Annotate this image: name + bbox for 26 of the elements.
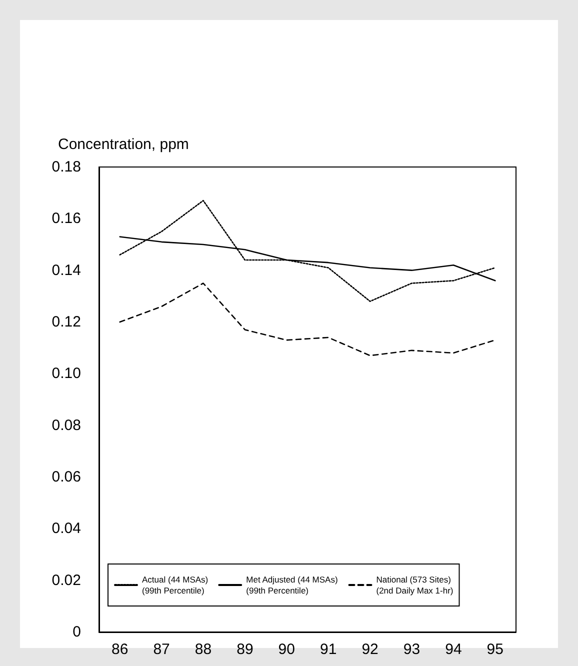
y-tick-label: 0.10: [52, 365, 81, 382]
line-series: [119, 282, 496, 356]
x-tick-label: 87: [153, 641, 170, 658]
y-tick-label: 0.18: [52, 158, 81, 176]
x-tick-label: 88: [194, 641, 212, 658]
y-tick-label: 0.14: [52, 262, 81, 279]
x-tick-label: 93: [403, 641, 420, 658]
y-tick-label: 0.08: [52, 416, 81, 434]
x-tick-label: 89: [236, 641, 254, 658]
line-series: [119, 200, 496, 302]
x-tick-label: 90: [278, 641, 295, 658]
x-tick-label: 94: [445, 641, 462, 658]
x-tick-label: 91: [320, 641, 337, 658]
x-tick-label: 92: [362, 641, 378, 658]
legend-label: Met Adjusted (44 MSAs) (99th Percentile): [246, 574, 338, 596]
x-tick-label: 95: [486, 641, 504, 658]
y-tick-label: 0: [72, 624, 81, 640]
legend-label: Actual (44 MSAs) (99th Percentile): [142, 574, 208, 596]
y-tick-label: 0.06: [52, 468, 81, 486]
x-tick-label: 86: [112, 641, 128, 658]
y-axis-title: Concentration, ppm: [58, 136, 189, 153]
legend-label: National (573 Sites) (2nd Daily Max 1-hr): [376, 574, 454, 596]
y-tick-label: 0.04: [52, 520, 81, 538]
y-tick-label: 0.12: [52, 314, 81, 330]
y-tick-label: 0.02: [52, 572, 81, 589]
y-tick-label: 0.16: [52, 210, 81, 228]
